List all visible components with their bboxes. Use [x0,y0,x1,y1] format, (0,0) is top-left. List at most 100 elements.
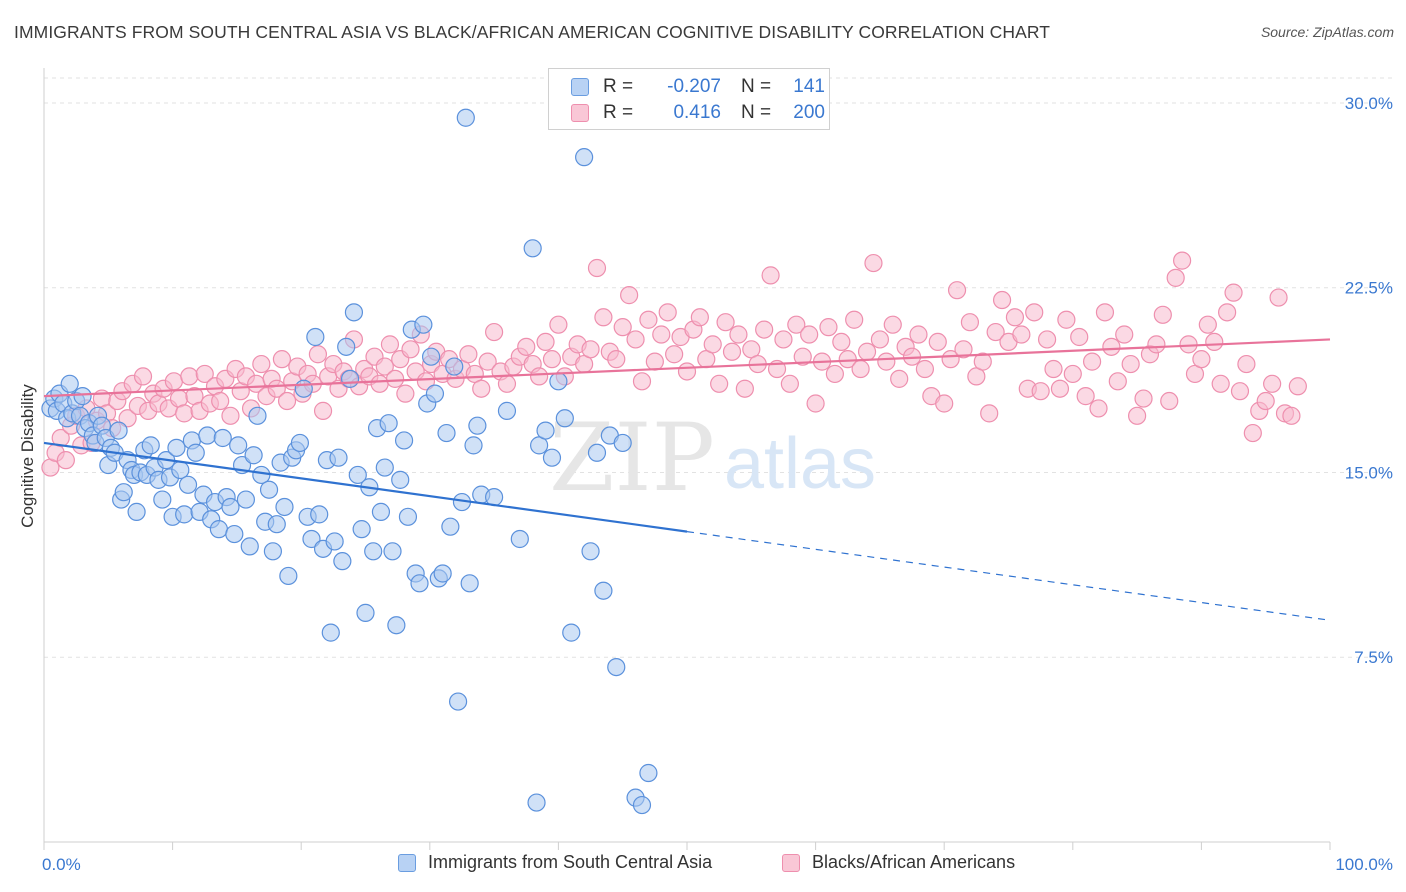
blue-point [613,433,632,453]
legend-n-label: N = [741,76,772,97]
pink-point [909,325,928,344]
legend-n-value: 200 [793,102,825,123]
blue-point [225,524,244,544]
pink-point [832,332,851,352]
pink-point [594,308,613,327]
legend-swatch-blue [571,78,589,96]
blue-point [387,616,406,635]
blue-point [581,542,600,561]
pink-point [478,352,497,371]
pink-point [620,286,639,305]
blue-point [209,520,228,539]
pink-point [1224,283,1243,302]
blue-point [433,564,452,583]
blue-point [445,357,464,376]
blue-point [337,337,356,356]
blue-point [221,497,240,517]
blue-trend-solid [43,441,688,533]
pink-point [947,281,967,300]
blue-point [244,446,263,465]
pink-point [133,367,153,386]
pink-point [211,391,230,411]
pink-point [1153,305,1172,324]
pink-point [1089,399,1108,418]
pink-point [800,325,819,344]
blue-point [425,384,445,403]
blue-point [456,108,475,127]
series-swatch-blue [398,853,416,872]
blue-point [302,529,321,549]
pink-point [870,330,890,349]
y-axis-label: Cognitive Disability [18,384,37,528]
blue-point [460,574,479,593]
source-label: Source: ZipAtlas.com [1260,24,1394,40]
pink-point [1230,382,1250,401]
blue-point [329,448,348,467]
legend-r-label: R = [603,76,634,97]
pink-point [1243,423,1262,443]
watermark-atlas: atlas [724,424,876,504]
pink-point [221,406,240,425]
pink-point [195,364,214,384]
y-tick-label: 15.0% [1345,463,1393,482]
pink-point [1192,350,1211,369]
blue-point [497,401,517,420]
tick-labels: 7.5% 15.0% 22.5% 30.0% 0.0% 100.0% [42,94,1393,874]
blue-point [198,426,217,445]
blue-point [141,436,160,455]
pink-point [1166,268,1185,287]
pink-point [845,310,864,329]
blue-point [236,490,256,509]
y-tick-label: 22.5% [1345,279,1393,298]
series-label-blue: Immigrants from South Central Asia [428,852,713,872]
pink-point [1070,327,1089,347]
pink-point [793,347,812,366]
blue-point [267,515,286,534]
pink-trend-line [43,338,1331,398]
correlation-legend: R = -0.207 N = 141 R = 0.416 N = 200 [548,68,830,130]
pink-point [838,350,857,369]
blue-point [186,443,205,462]
series-legend: Immigrants from South Central Asia Black… [0,852,1406,878]
pink-point [710,374,729,393]
blue-point [290,433,310,453]
pink-point [1095,303,1115,322]
pink-point [1205,332,1224,352]
pink-point [729,325,748,344]
pink-point [370,374,389,393]
pink-point [1108,372,1127,391]
blue-point [607,657,626,677]
blue-point [464,436,483,455]
pink-point [992,290,1012,310]
series-legend-item-blue[interactable]: Immigrants from South Central Asia [398,852,712,873]
pink-point [530,367,549,386]
blue-point [175,505,194,524]
pink-point [960,313,980,332]
pink-point [1127,406,1147,425]
pink-point [1102,337,1121,356]
blue-point [398,507,418,526]
blue-point [294,379,313,398]
pink-point [1160,391,1179,411]
blue-point [523,239,542,258]
pink-point [1237,354,1256,374]
pink-point [51,428,70,448]
pink-point [1050,379,1070,398]
blue-point [536,421,555,440]
blue-point [340,369,360,388]
pink-point [497,374,517,393]
blue-point [587,443,607,462]
blue-point [321,623,340,642]
pink-point [1044,359,1063,379]
blue-point [371,502,391,521]
pink-point [587,258,607,278]
blue-point [549,372,568,391]
series-legend-item-pink[interactable]: Blacks/African Americans [782,852,1015,873]
legend-row-blue: R = -0.207 N = 141 [571,74,825,100]
pink-point [164,372,183,391]
blue-point [379,414,398,433]
blue-point [364,542,383,561]
blue-point [310,505,329,524]
pink-point [1031,382,1050,401]
